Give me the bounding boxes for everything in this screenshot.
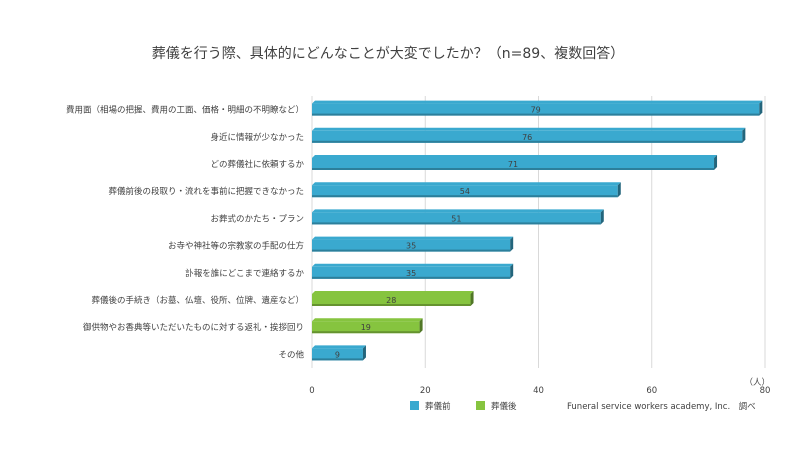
data-label: 19	[361, 323, 371, 332]
data-label: 51	[451, 214, 461, 223]
data-label: 35	[406, 269, 416, 278]
x-axis-unit-label: （人）	[744, 377, 770, 388]
bar	[312, 345, 366, 361]
legend-swatch	[410, 401, 419, 410]
legend-label: 葬儀前	[425, 401, 451, 412]
bar	[312, 318, 423, 334]
data-label: 9	[335, 350, 340, 359]
source-note: Funeral service workers academy, Inc. 調べ	[567, 401, 756, 412]
category-label: 葬儀前後の段取り・流れを事前に把握できなかった	[108, 186, 304, 197]
bar	[312, 236, 514, 252]
category-label: どの葬儀社に依頼するか	[210, 159, 304, 170]
x-tick-label: 40	[533, 386, 544, 396]
x-tick-label: 60	[646, 386, 657, 396]
x-tick-label: 80	[760, 386, 771, 396]
category-label: 葬儀後の手続き（お墓、仏壇、役所、位牌、遺産など）	[91, 295, 304, 306]
data-label: 54	[460, 187, 470, 196]
bar	[312, 127, 746, 143]
category-label: 訃報を誰にどこまで連絡するか	[185, 268, 304, 279]
x-tick-label: 0	[309, 386, 314, 396]
data-label: 28	[386, 296, 396, 305]
data-label: 35	[406, 242, 416, 251]
legend-item: 葬儀前	[410, 401, 451, 412]
category-labels: 費用面（相場の把握、費用の工面、価格・明細の不明瞭など） 身近に情報が少なかったど…	[66, 105, 305, 361]
bars: 79 76 71 54 51 35 35 28 19 9	[312, 100, 763, 361]
bar	[312, 100, 763, 116]
legend-item: 葬儀後	[476, 401, 517, 412]
legend-label: 葬儀後	[491, 401, 517, 412]
x-axis-ticks: 0 20 40 60 80	[309, 386, 770, 396]
category-label: 費用面（相場の把握、費用の工面、価格・明細の不明瞭など）	[66, 105, 304, 116]
bar	[312, 182, 621, 198]
category-label: お葬式のかたち・プラン	[210, 213, 304, 224]
category-label: 身近に情報が少なかった	[210, 132, 304, 143]
x-tick-label: 20	[420, 386, 431, 396]
legend: 葬儀前 葬儀後	[410, 401, 517, 412]
data-label: 71	[508, 160, 518, 169]
category-label: その他	[278, 349, 304, 360]
bar	[312, 209, 604, 225]
category-label: 御供物やお香典等いただいたものに対する返礼・挨拶回り	[83, 322, 304, 333]
data-label: 79	[531, 106, 541, 115]
bar	[312, 291, 474, 306]
chart-title: 葬儀を行う際、具体的にどんなことが大変でしたか？（n=89、複数回答）	[152, 45, 624, 62]
category-label: お寺や神社等の宗教家の手配の仕方	[168, 241, 304, 252]
bar	[312, 155, 718, 170]
bar	[312, 263, 514, 279]
legend-swatch	[476, 401, 485, 410]
data-label: 76	[522, 133, 532, 142]
